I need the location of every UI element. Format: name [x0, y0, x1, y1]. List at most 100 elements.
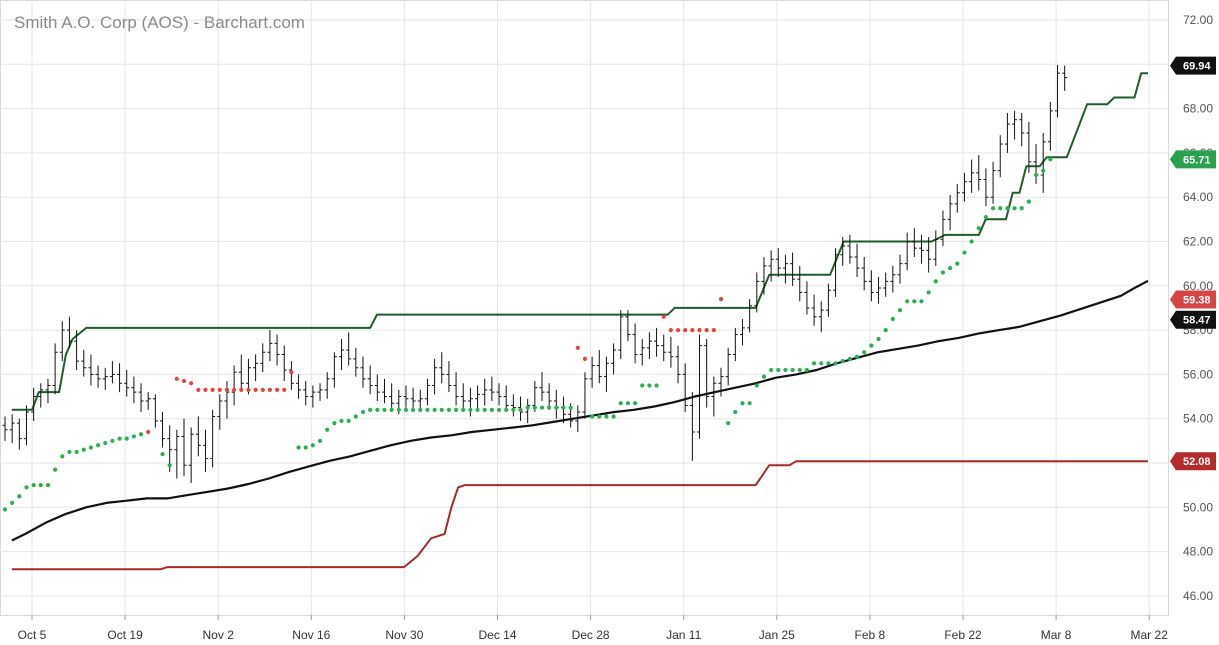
x-tick-label: Feb 8: [855, 628, 886, 642]
ohlc-bar: [689, 392, 695, 461]
sar-point: [955, 261, 960, 266]
ohlc-bar: [460, 383, 466, 413]
ohlc-bar: [482, 378, 488, 406]
sar-point: [718, 296, 724, 302]
sar-point: [31, 483, 36, 488]
ohlc-bar: [797, 265, 803, 302]
sar-point: [597, 414, 602, 419]
sar-point: [196, 387, 201, 393]
ohlc-bar: [704, 338, 710, 408]
sar-point: [1012, 206, 1017, 211]
sar-point: [217, 387, 222, 393]
ohlc-bar: [718, 367, 724, 397]
sar-point: [783, 367, 788, 373]
sar-point: [611, 414, 616, 419]
sar-point: [862, 350, 867, 355]
ohlc-bar: [95, 365, 101, 388]
ohlc-bar: [933, 230, 939, 266]
ohlc-bar: [296, 374, 302, 399]
ohlc-bar: [954, 183, 960, 213]
sar-point: [847, 356, 852, 361]
sar-point: [683, 328, 688, 333]
x-tick-label: Nov 30: [385, 628, 423, 642]
ohlc-bar: [747, 299, 753, 333]
sar-point: [554, 405, 559, 410]
ohlc-bar: [417, 389, 423, 410]
sar-point: [561, 405, 566, 410]
ohlc-bar: [739, 319, 745, 346]
sar-point: [81, 447, 86, 452]
sar-point: [897, 308, 903, 313]
sar-point: [618, 401, 623, 406]
sar-point: [425, 407, 430, 412]
ohlc-bar: [854, 243, 860, 277]
y-tick-label: 56.00: [1183, 367, 1213, 381]
y-tick-label: 50.00: [1183, 500, 1213, 514]
sar-point: [174, 376, 179, 381]
ohlc-bar: [596, 350, 602, 384]
sar-point: [711, 328, 716, 333]
sar-point: [590, 414, 595, 419]
ohlc-bar: [890, 265, 896, 293]
ohlc-bar: [503, 385, 509, 413]
sar-point: [496, 407, 502, 412]
ohlc-bar: [496, 383, 502, 406]
ohlc-bar: [467, 387, 473, 417]
ohlc-bar: [367, 365, 373, 395]
ohlc-bar: [1019, 113, 1025, 147]
sar-point: [1033, 172, 1039, 178]
sar-point: [704, 328, 709, 333]
sar-point: [339, 418, 344, 424]
ohlc-bar: [876, 276, 882, 304]
sar-point: [468, 407, 473, 412]
sar-point: [547, 405, 552, 410]
ohlc-bar: [711, 376, 717, 417]
sar-point: [189, 381, 194, 386]
sar-point: [418, 407, 423, 412]
sar-point: [74, 449, 79, 455]
ohlc-bar: [847, 234, 853, 264]
sar-point: [224, 387, 230, 393]
x-tick-label: Mar 22: [1131, 628, 1169, 642]
sar-point: [869, 343, 874, 348]
sar-point: [854, 354, 860, 359]
sar-point: [303, 445, 308, 450]
sar-point: [2, 507, 8, 512]
sar-point: [453, 407, 459, 412]
sar-point: [103, 440, 108, 446]
sar-point: [1048, 157, 1053, 162]
ohlc-bar: [59, 321, 65, 362]
sar-point: [375, 407, 380, 412]
sar-point: [733, 409, 738, 415]
ohlc-bar: [324, 372, 330, 399]
sar-point: [504, 407, 509, 412]
sar-point: [325, 427, 330, 432]
ohlc-bar: [117, 363, 123, 393]
ohlc-bar: [81, 350, 87, 377]
sar-point: [210, 387, 215, 393]
ohlc-bar: [940, 210, 946, 246]
sar-point: [296, 445, 301, 450]
ohlc-bar: [188, 427, 194, 483]
sar-point: [239, 387, 244, 393]
x-tick-label: Dec 28: [572, 628, 610, 642]
sar-point: [260, 387, 265, 393]
ohlc-bar: [782, 254, 788, 284]
sar-point: [389, 407, 394, 412]
y-tick-label: 64.00: [1183, 190, 1213, 204]
x-tick-label: Feb 22: [944, 628, 982, 642]
ohlc-bar: [1047, 101, 1053, 151]
sar-point: [761, 374, 767, 379]
sar-point: [232, 387, 237, 393]
ohlc-bar: [138, 383, 144, 413]
ohlc-bar: [603, 356, 609, 393]
sar-point: [289, 370, 294, 375]
ohlc-bar: [675, 345, 681, 384]
sar-point: [539, 405, 545, 410]
sar-point: [432, 407, 437, 412]
sar-point: [1026, 199, 1031, 204]
ohlc-bar: [16, 418, 22, 450]
ohlc-bar: [1055, 64, 1061, 118]
ohlc-bar: [510, 394, 516, 417]
price-tag: 52.08: [1170, 452, 1216, 471]
